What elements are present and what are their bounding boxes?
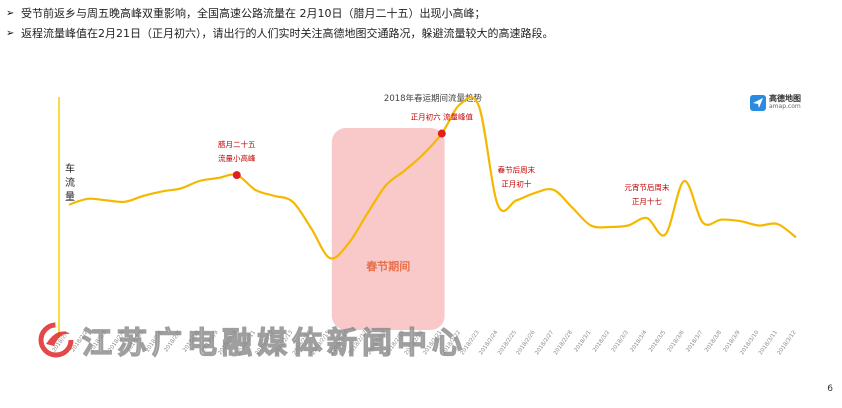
x-tick-label: 2018/3/7 [685, 329, 704, 353]
x-tick-label: 2018/3/1 [574, 330, 593, 354]
chart-title: 2018年春运期间流量趋势 [384, 93, 483, 104]
broadcaster-logo-icon [38, 322, 74, 358]
annotation-label: 正月十七 [632, 196, 662, 206]
x-tick-label: 2018/3/5 [648, 329, 667, 353]
page-number: 6 [827, 384, 833, 394]
x-tick-label: 2018/3/9 [723, 329, 742, 353]
x-tick-label: 2018/3/8 [704, 329, 723, 353]
festival-band-label: 春节期间 [366, 259, 410, 273]
bullet-item: ➢ 受节前返乡与周五晚高峰双重影响，全国高速公路流量在 2月10日（腊月二十五）… [6, 4, 554, 24]
bullet-text: 返程流量峰值在2月21日（正月初六），请出行的人们实时关注高德地图交通路况，躲避… [21, 27, 554, 40]
x-tick-label: 2018/3/2 [592, 330, 611, 354]
arrow-bullet-icon: ➢ [6, 28, 15, 39]
watermark: 江苏广电融媒体新闻中心 [36, 318, 467, 362]
annotation-label: 元宵节后周末 [624, 182, 669, 192]
peak-marker [437, 129, 446, 138]
annotation-label: 正月初六 流量峰值 [411, 112, 474, 122]
annotation-label: 腊月二十五 [218, 139, 256, 149]
watermark-text: 江苏广电融媒体新闻中心 [81, 325, 467, 361]
logo-name: 高德地图 [769, 94, 801, 103]
bullet-list: ➢ 受节前返乡与周五晚高峰双重影响，全国高速公路流量在 2月10日（腊月二十五）… [6, 4, 554, 44]
festival-band [331, 128, 445, 330]
arrow-bullet-icon: ➢ [6, 8, 15, 19]
peak-marker [232, 171, 241, 180]
x-tick-label: 2018/3/4 [629, 329, 648, 353]
x-tick-label: 2018/3/6 [667, 329, 686, 353]
amap-logo: 高德地图 amap.com [750, 95, 801, 111]
bullet-text: 受节前返乡与周五晚高峰双重影响，全国高速公路流量在 2月10日（腊月二十五）出现… [21, 7, 486, 20]
annotation-label: 流量小高峰 [218, 153, 256, 163]
x-tick-label: 2018/2/28 [553, 329, 574, 356]
logo-domain: amap.com [769, 103, 801, 110]
bullet-item: ➢ 返程流量峰值在2月21日（正月初六），请出行的人们实时关注高德地图交通路况，… [6, 24, 554, 44]
x-tick-label: 2018/3/3 [611, 329, 630, 353]
annotation-label: 春节后周末 [498, 164, 536, 174]
y-axis-label: 车流量 [65, 162, 75, 203]
series-line [68, 96, 797, 260]
x-tick-label: 2018/3/12 [777, 330, 798, 357]
annotation-label: 正月初十 [501, 178, 531, 188]
paper-plane-icon [750, 95, 766, 111]
